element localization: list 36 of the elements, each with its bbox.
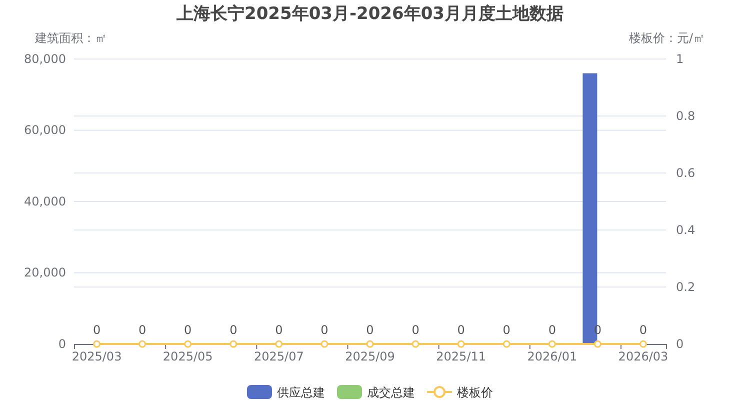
y2-tick-label: 0 bbox=[676, 336, 684, 351]
y-tick-label: 20,000 bbox=[24, 266, 66, 280]
data-label: 0 bbox=[230, 323, 238, 337]
y-tick-label: 0 bbox=[58, 336, 66, 351]
data-label: 0 bbox=[138, 323, 146, 337]
legend-label: 楼板价 bbox=[457, 386, 493, 400]
x-tick-label: 2025/07 bbox=[254, 350, 304, 364]
y-tick-label: 40,000 bbox=[24, 194, 66, 208]
x-tick-label: 2025/05 bbox=[162, 350, 213, 364]
y2-tick-label: 0.6 bbox=[676, 166, 696, 180]
x-tick-label: 2026/01 bbox=[527, 350, 578, 364]
data-label: 0 bbox=[184, 323, 192, 337]
data-label: 0 bbox=[275, 323, 283, 337]
chart-title: 上海长宁2025年03月-2026年03月月度土地数据 bbox=[176, 4, 564, 24]
data-label: 0 bbox=[366, 323, 374, 337]
data-label: 0 bbox=[320, 323, 328, 337]
data-label: 0 bbox=[548, 323, 556, 337]
y2-axis-title: 楼板价：元/㎡ bbox=[628, 31, 706, 45]
legend-label: 成交总建 bbox=[367, 386, 415, 400]
y2-tick-label: 0.4 bbox=[676, 222, 696, 237]
y2-tick-label: 0.8 bbox=[676, 108, 696, 123]
y-tick-label: 60,000 bbox=[24, 123, 66, 138]
y2-tick-label: 1 bbox=[676, 52, 684, 66]
data-label: 0 bbox=[457, 323, 465, 337]
x-tick-label: 2026/03 bbox=[618, 350, 668, 364]
data-label: 0 bbox=[412, 323, 420, 337]
legend-label: 供应总建 bbox=[277, 386, 325, 400]
x-tick-label: 2025/03 bbox=[72, 350, 122, 364]
y2-tick-label: 0.2 bbox=[676, 280, 696, 294]
data-label: 0 bbox=[502, 323, 510, 337]
data-label: 0 bbox=[92, 323, 101, 337]
x-tick-label: 2025/09 bbox=[345, 350, 395, 364]
y-tick-label: 80,000 bbox=[24, 52, 66, 66]
data-label: 0 bbox=[639, 323, 648, 337]
x-tick-label: 2025/11 bbox=[436, 350, 486, 364]
y-axis-title: 建筑面积：㎡ bbox=[34, 31, 107, 45]
